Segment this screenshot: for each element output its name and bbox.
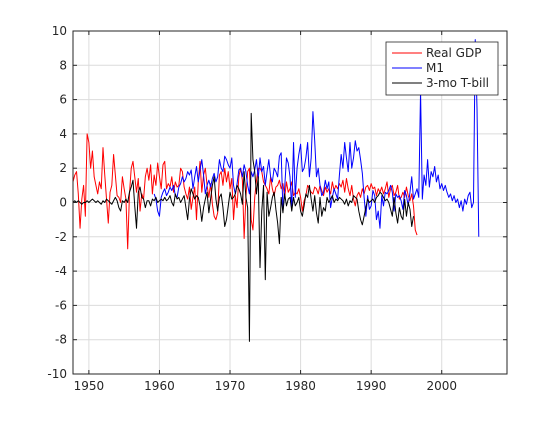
y-tick-label: 4 [59,127,67,141]
y-tick-label: 8 [59,58,67,72]
y-tick-label: -2 [55,230,67,244]
grid-lines [73,30,507,375]
legend-label: 3-mo T-bill [426,76,489,90]
axis-ticks: 1950 1960 1970 1980 1990 2000 -10 -8 -6 -4 -2 0 2 4 6 8… [47,24,507,393]
series-lines [72,39,480,342]
y-tick-label: 6 [59,93,67,107]
series-line-real-gdp [72,133,418,250]
legend-label: M1 [426,61,444,75]
x-tick-label: 2000 [426,379,457,393]
series-line-m1 [153,39,480,237]
y-tick-label: 2 [59,161,67,175]
x-tick-label: 1990 [356,379,387,393]
y-tick-label: 0 [59,196,67,210]
y-tick-label: 10 [52,24,67,38]
y-tick-label: -6 [55,298,67,312]
x-tick-label: 1970 [215,379,246,393]
y-tick-label: -10 [47,367,67,381]
series-line-3-mo-t-bill [72,112,414,342]
x-tick-label: 1980 [285,379,316,393]
x-tick-label: 1950 [74,379,105,393]
legend-label: Real GDP [426,46,481,60]
y-tick-label: -4 [55,264,67,278]
y-tick-label: -8 [55,333,67,347]
x-tick-label: 1960 [144,379,175,393]
